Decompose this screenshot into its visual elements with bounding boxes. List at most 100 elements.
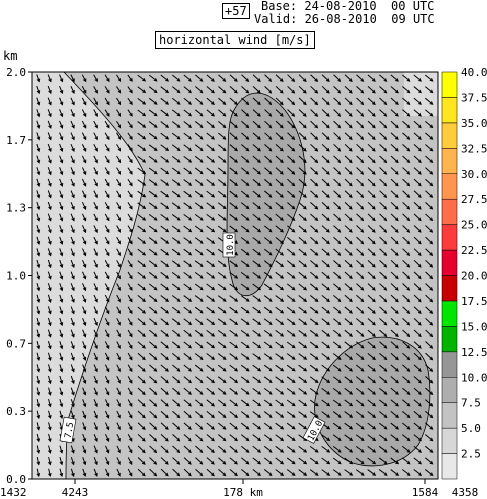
wind-vector-head	[94, 182, 98, 187]
wind-vector-head	[337, 367, 342, 372]
wind-vector	[263, 445, 273, 453]
wind-vector-head	[245, 263, 250, 268]
wind-vector-head	[165, 263, 170, 268]
wind-vector	[298, 190, 307, 198]
wind-vector-head	[82, 368, 87, 373]
wind-vector-head	[199, 367, 204, 372]
wind-vector-head	[279, 136, 284, 140]
wind-vector	[172, 410, 180, 418]
wind-vector-head	[82, 113, 87, 118]
svg-text:10.0: 10.0	[226, 234, 236, 256]
wind-vector-head	[383, 379, 388, 384]
wind-vector	[286, 271, 296, 279]
wind-vector	[367, 364, 376, 372]
wind-vector	[241, 457, 249, 465]
wind-vector-head	[128, 472, 133, 477]
wind-vector	[241, 74, 249, 82]
wind-vector	[390, 225, 399, 233]
wind-vector-head	[199, 112, 204, 117]
wind-vector-head	[176, 89, 181, 94]
wind-vector	[264, 109, 272, 117]
wind-vector-head	[176, 437, 181, 442]
wind-vector	[413, 225, 422, 233]
wind-vector	[275, 422, 284, 430]
contour-label-left: 7.5	[59, 416, 77, 444]
wind-vector-head	[314, 78, 319, 83]
wind-vector	[116, 74, 121, 82]
wind-vector-head	[82, 252, 87, 257]
wind-vector	[183, 260, 192, 267]
wind-vector-head	[211, 89, 215, 94]
wind-vector-head	[222, 379, 227, 384]
wind-vector	[310, 74, 318, 82]
wind-vector	[344, 120, 353, 129]
wind-vector	[160, 144, 169, 151]
wind-vector	[194, 306, 204, 314]
wind-vector-head	[71, 124, 75, 129]
wind-vector-head	[417, 205, 422, 210]
wind-vector	[47, 190, 52, 198]
wind-vector	[218, 468, 226, 476]
wind-vector	[183, 144, 192, 151]
wind-vector	[252, 260, 261, 267]
wind-vector	[171, 132, 181, 140]
wind-vector-head	[94, 194, 98, 199]
wind-vector	[148, 86, 158, 93]
wind-vector-head	[82, 472, 87, 477]
wind-vector	[379, 248, 387, 256]
colorbar-swatch	[441, 173, 458, 200]
wind-vector	[104, 399, 110, 407]
wind-vector-head	[94, 78, 98, 83]
wind-vector-head	[71, 136, 75, 141]
wind-vector-head	[394, 171, 399, 175]
wind-vector-head	[291, 367, 296, 372]
wind-vector-head	[418, 437, 422, 442]
wind-vector	[36, 387, 40, 395]
wind-vector	[425, 352, 433, 360]
wind-vector	[367, 469, 376, 476]
wind-vector	[116, 329, 121, 337]
wind-vector	[195, 97, 203, 105]
wind-vector-head	[211, 460, 215, 465]
wind-vector-head	[82, 414, 87, 419]
wind-vector	[116, 341, 121, 349]
wind-vector	[183, 190, 192, 198]
wind-vector-head	[303, 460, 308, 465]
wind-vector-head	[245, 101, 250, 106]
wind-vector-head	[371, 101, 376, 106]
wind-vector-head	[141, 472, 146, 477]
wind-vector-head	[348, 78, 353, 82]
wind-vector-head	[291, 344, 296, 349]
wind-vector-head	[36, 171, 41, 176]
wind-vector	[183, 410, 192, 418]
wind-vector	[275, 457, 284, 465]
wind-vector-head	[291, 356, 296, 360]
wind-vector-head	[153, 391, 158, 396]
wind-vector	[194, 271, 204, 279]
wind-vector	[298, 248, 307, 256]
wind-vector-head	[188, 159, 193, 163]
wind-vector-head	[71, 217, 75, 222]
wind-vector-head	[383, 240, 388, 245]
wind-vector-head	[291, 321, 296, 326]
wind-vector-head	[418, 147, 422, 152]
wind-vector-head	[211, 124, 215, 129]
wind-vector	[240, 295, 250, 302]
wind-vector-head	[188, 240, 193, 244]
wind-vector	[149, 387, 157, 395]
wind-vector-head	[291, 113, 296, 117]
wind-vector	[104, 86, 110, 94]
wind-vector-head	[222, 333, 227, 337]
wind-vector-head	[164, 414, 169, 419]
wind-vector-head	[211, 298, 216, 302]
wind-vector-head	[291, 437, 296, 442]
wind-vector-head	[82, 217, 87, 222]
wind-vector-head	[199, 460, 204, 465]
wind-vector	[36, 74, 40, 82]
wind-vector	[116, 236, 121, 244]
wind-vector	[59, 422, 63, 430]
wind-vector-head	[360, 449, 365, 453]
wind-vector-head	[314, 437, 319, 442]
wind-vector-head	[372, 437, 377, 442]
wind-vector	[379, 259, 387, 268]
